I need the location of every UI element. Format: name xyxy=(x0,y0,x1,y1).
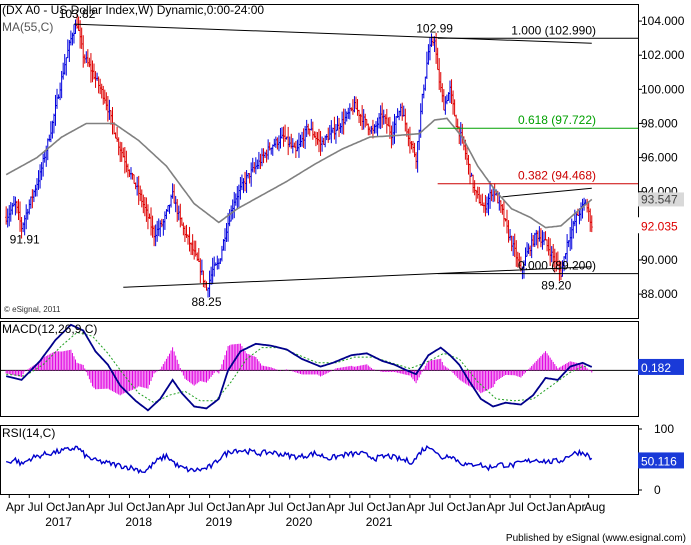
swing-annotation: 102.99 xyxy=(416,21,453,35)
x-axis-month-label: Oct xyxy=(206,500,225,514)
trend-line xyxy=(123,266,592,288)
swing-annotation: 88.25 xyxy=(191,295,221,309)
fib-level-label: 0.618 (97.722) xyxy=(518,113,596,127)
x-axis-year-label: 2017 xyxy=(45,515,72,529)
macd-panel-title: MACD(12,26,9,C) xyxy=(2,322,97,336)
x-axis-month-label: Jan xyxy=(546,500,565,514)
x-axis-month-label: Apr xyxy=(407,500,426,514)
macd-histogram xyxy=(5,343,593,396)
price-axis-label: 90.000 xyxy=(641,253,678,267)
x-axis-month-label: Jul xyxy=(508,500,523,514)
price-axis-label: 104.000 xyxy=(641,14,685,28)
ma-value-box xyxy=(638,192,684,207)
macd-value-label-box xyxy=(638,358,684,375)
x-axis-year-label: 2020 xyxy=(286,515,313,529)
price-axis-label: 98.000 xyxy=(641,116,678,130)
x-axis-month-label: Jul xyxy=(108,500,123,514)
price-axis-label: 96.000 xyxy=(641,151,678,165)
fib-level-label: 0.000 (89.200) xyxy=(518,259,596,273)
trend-line xyxy=(73,23,592,44)
swing-annotation: 91.91 xyxy=(10,232,40,246)
x-axis-month-label: Jul xyxy=(428,500,443,514)
x-axis-month-label: Jul xyxy=(268,500,283,514)
x-axis-month-label: Oct xyxy=(126,500,145,514)
x-axis-month-label: Jan xyxy=(306,500,325,514)
price-axis-label: 88.000 xyxy=(641,287,678,301)
x-axis-month-label: Apr xyxy=(326,500,345,514)
x-axis-month-label: Apr xyxy=(6,500,25,514)
x-axis-month-label: Jan xyxy=(146,500,165,514)
x-axis-month-label: Jul xyxy=(188,500,203,514)
swing-annotation: 103.82 xyxy=(59,7,96,21)
swing-annotation: 89.20 xyxy=(541,279,571,293)
x-axis-month-label: Jan xyxy=(386,500,405,514)
last-price-label: 92.035 xyxy=(641,219,678,233)
trend-line xyxy=(502,187,592,198)
fib-level-label: 1.000 (102.990) xyxy=(511,23,596,37)
rsi-value-label-box xyxy=(638,452,684,469)
x-axis-month-label: Oct xyxy=(367,500,386,514)
x-axis: Apr Jul Oct Jan Apr Jul Oct Jan Apr Jul Oct Jan Apr J… xyxy=(6,494,605,529)
rsi-panel-title: RSI(14,C) xyxy=(2,426,55,440)
price-panel: 88.00090.00092.00094.00096.00098.000100.… xyxy=(0,4,685,319)
rsi-line xyxy=(6,444,593,475)
x-axis-month-label: Jan xyxy=(226,500,245,514)
x-axis-month-label: Jan xyxy=(66,500,85,514)
price-candles xyxy=(5,14,593,298)
x-axis-year-label: 2019 xyxy=(205,515,232,529)
ma-line xyxy=(5,117,593,229)
price-panel-title: (DX A0 - US Dollar Index,W) Dynamic,0:00… xyxy=(2,3,264,17)
copyright-text: © eSignal, 2011 xyxy=(4,305,61,314)
x-axis-month-label: Oct xyxy=(447,500,466,514)
last-price-box xyxy=(638,217,684,234)
ma-label: MA(55,C) xyxy=(2,20,53,34)
x-axis-month-label: Jul xyxy=(348,500,363,514)
x-axis-month-label: Apr xyxy=(487,500,506,514)
ma-value-label: 93.547 xyxy=(641,192,678,206)
rsi-axis-label: 100 xyxy=(654,422,674,436)
macd-line xyxy=(5,323,593,412)
x-axis-month-label: Apr xyxy=(246,500,265,514)
rsi-value-label: 50.116 xyxy=(641,454,677,468)
fib-level-label: 0.382 (94.468) xyxy=(518,169,596,183)
x-axis-month-label: Apr xyxy=(86,500,105,514)
labels-layer: (DX A0 - US Dollar Index,W) Dynamic,0:00… xyxy=(2,3,686,544)
price-axis-label: 102.000 xyxy=(641,48,685,62)
x-axis-month-label: Oct xyxy=(527,500,546,514)
macd-signal-line xyxy=(6,331,592,404)
x-axis-month-label: Oct xyxy=(286,500,305,514)
footer-text: Published by eSignal (www.esignal.com) xyxy=(506,533,686,544)
x-axis-month-label: Apr xyxy=(166,500,185,514)
macd-panel: 0.182 xyxy=(0,321,684,417)
x-axis-year-label: 2021 xyxy=(366,515,393,529)
price-axis-label: 100.000 xyxy=(641,82,685,96)
x-axis-month-label: Jan xyxy=(466,500,485,514)
rsi-axis-label: 0 xyxy=(654,483,661,497)
x-axis-year-label: 2018 xyxy=(125,515,152,529)
x-axis-month-label: Jul xyxy=(28,500,43,514)
macd-value-label: 0.182 xyxy=(641,361,671,375)
rsi-panel: 0 100 50.116 xyxy=(0,422,684,497)
x-axis-month-label: Oct xyxy=(46,500,65,514)
x-axis-month-label: Apr xyxy=(567,500,586,514)
x-axis-month-label: Aug xyxy=(584,500,605,514)
